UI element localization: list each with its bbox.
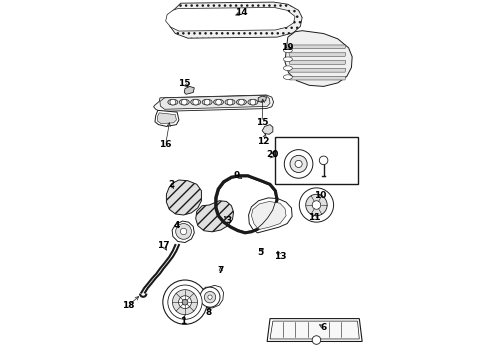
- Circle shape: [168, 285, 202, 319]
- Ellipse shape: [202, 99, 212, 105]
- Text: 16: 16: [159, 140, 172, 149]
- Ellipse shape: [225, 99, 235, 105]
- Polygon shape: [289, 76, 346, 80]
- Polygon shape: [289, 61, 346, 64]
- Ellipse shape: [283, 75, 293, 80]
- Ellipse shape: [191, 99, 201, 105]
- Ellipse shape: [283, 48, 293, 53]
- Text: 8: 8: [205, 309, 212, 318]
- Text: 14: 14: [235, 8, 248, 17]
- Text: 6: 6: [320, 323, 327, 332]
- Circle shape: [163, 280, 207, 324]
- Circle shape: [178, 296, 192, 309]
- Polygon shape: [200, 285, 223, 308]
- Text: 15: 15: [256, 118, 269, 127]
- Text: 13: 13: [274, 252, 286, 261]
- Bar: [275, 137, 358, 184]
- Text: 15: 15: [178, 79, 191, 88]
- Circle shape: [312, 336, 321, 344]
- Circle shape: [208, 295, 212, 299]
- Ellipse shape: [248, 99, 258, 105]
- Circle shape: [299, 188, 334, 222]
- Polygon shape: [270, 321, 359, 339]
- Text: 9: 9: [233, 171, 240, 180]
- Circle shape: [312, 201, 321, 209]
- Polygon shape: [196, 201, 234, 232]
- Circle shape: [200, 287, 220, 307]
- Polygon shape: [258, 96, 267, 102]
- Polygon shape: [289, 68, 346, 72]
- Polygon shape: [248, 198, 292, 233]
- Circle shape: [216, 99, 221, 105]
- Text: 17: 17: [157, 240, 170, 249]
- Polygon shape: [153, 95, 273, 111]
- Polygon shape: [184, 86, 194, 94]
- Text: 3: 3: [225, 216, 231, 225]
- Polygon shape: [166, 8, 295, 31]
- Text: 11: 11: [308, 213, 321, 222]
- Polygon shape: [289, 45, 346, 49]
- Polygon shape: [251, 202, 286, 229]
- Ellipse shape: [168, 99, 178, 105]
- Polygon shape: [172, 221, 194, 243]
- Polygon shape: [157, 113, 176, 123]
- Ellipse shape: [214, 99, 223, 105]
- Polygon shape: [155, 111, 179, 126]
- Polygon shape: [160, 95, 270, 109]
- Text: 7: 7: [218, 266, 224, 275]
- Text: 5: 5: [257, 248, 264, 257]
- Text: 20: 20: [267, 150, 279, 159]
- Circle shape: [227, 99, 233, 105]
- Circle shape: [204, 292, 216, 303]
- Circle shape: [180, 228, 187, 235]
- Circle shape: [193, 99, 198, 105]
- Polygon shape: [285, 31, 352, 86]
- Circle shape: [295, 160, 302, 167]
- Circle shape: [181, 99, 187, 105]
- Circle shape: [239, 99, 245, 105]
- Circle shape: [250, 99, 256, 105]
- Circle shape: [319, 156, 328, 165]
- Polygon shape: [167, 180, 201, 215]
- Ellipse shape: [283, 57, 293, 62]
- Text: 4: 4: [174, 221, 180, 230]
- Ellipse shape: [179, 99, 189, 105]
- Text: 19: 19: [281, 42, 294, 51]
- Text: 10: 10: [314, 191, 326, 200]
- Circle shape: [204, 99, 210, 105]
- Text: 2: 2: [168, 180, 174, 189]
- Circle shape: [176, 224, 192, 239]
- Circle shape: [172, 290, 197, 315]
- Text: 18: 18: [122, 301, 134, 310]
- Text: 12: 12: [257, 137, 270, 146]
- Ellipse shape: [283, 66, 293, 71]
- Polygon shape: [169, 2, 302, 38]
- Circle shape: [170, 99, 176, 105]
- Text: 1: 1: [180, 316, 187, 325]
- Polygon shape: [289, 53, 346, 57]
- Circle shape: [284, 150, 313, 178]
- Polygon shape: [262, 125, 273, 134]
- Polygon shape: [267, 319, 362, 342]
- Circle shape: [182, 299, 188, 305]
- Circle shape: [290, 156, 307, 172]
- Ellipse shape: [237, 99, 246, 105]
- Circle shape: [306, 194, 327, 216]
